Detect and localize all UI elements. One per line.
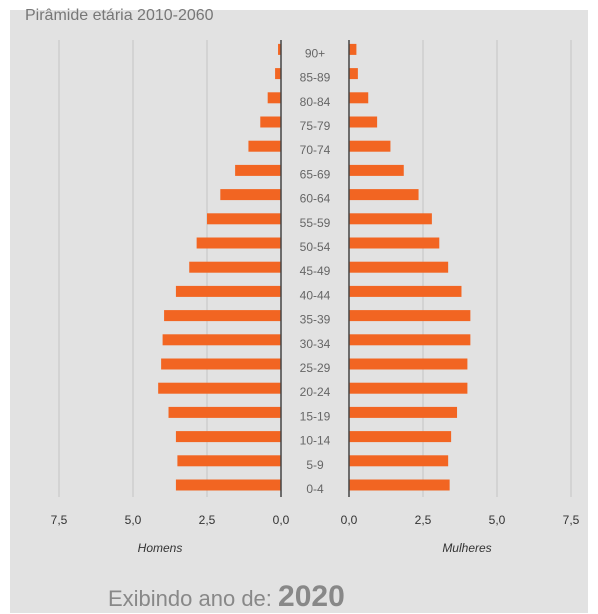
- side-label-homens: Homens: [138, 541, 183, 555]
- age-label-55-59: 55-59: [300, 216, 331, 230]
- age-label-30-34: 30-34: [300, 337, 331, 351]
- bar-homens-85-89: [275, 68, 281, 80]
- bar-mulheres-80-84: [349, 92, 369, 104]
- bar-mulheres-20-24: [349, 382, 468, 394]
- age-label-15-19: 15-19: [300, 409, 331, 423]
- tick-label-right-1: 2,5: [415, 513, 432, 527]
- age-label-80-84: 80-84: [300, 95, 331, 109]
- bar-mulheres-55-59: [349, 213, 432, 225]
- tick-label-right-2: 5,0: [489, 513, 506, 527]
- tick-label-left-3: 0,0: [273, 513, 290, 527]
- year-value: 2020: [278, 580, 345, 613]
- bar-mulheres-0-4: [349, 479, 450, 491]
- bar-homens-40-44: [175, 285, 281, 297]
- bar-homens-50-54: [196, 237, 281, 249]
- bar-homens-15-19: [168, 406, 281, 418]
- age-label-25-29: 25-29: [300, 361, 331, 375]
- age-label-85-89: 85-89: [300, 71, 331, 85]
- age-label-20-24: 20-24: [300, 385, 331, 399]
- bar-mulheres-75-79: [349, 116, 378, 128]
- tick-label-left-1: 5,0: [125, 513, 142, 527]
- bar-homens-60-64: [220, 189, 281, 201]
- bar-mulheres-60-64: [349, 189, 419, 201]
- side-label-mulheres: Mulheres: [442, 541, 491, 555]
- bar-mulheres-85-89: [349, 68, 358, 80]
- bar-mulheres-45-49: [349, 261, 449, 273]
- age-label-70-74: 70-74: [300, 143, 331, 157]
- bar-mulheres-10-14: [349, 431, 452, 443]
- chart-panel: [10, 10, 588, 613]
- tick-label-right-3: 7,5: [563, 513, 580, 527]
- bar-homens-30-34: [162, 334, 281, 346]
- bar-mulheres-70-74: [349, 140, 391, 152]
- bar-mulheres-35-39: [349, 310, 471, 322]
- bar-homens-25-29: [161, 358, 281, 370]
- bar-homens-20-24: [158, 382, 281, 394]
- age-label-5-9: 5-9: [306, 458, 324, 472]
- year-label: Exibindo ano de:: [108, 586, 272, 611]
- bar-homens-0-4: [175, 479, 281, 491]
- bar-mulheres-5-9: [349, 455, 449, 467]
- bar-mulheres-40-44: [349, 285, 462, 297]
- bar-homens-90+: [278, 43, 281, 55]
- bar-mulheres-50-54: [349, 237, 440, 249]
- tick-label-right-0: 0,0: [341, 513, 358, 527]
- page-title: Pirâmide etária 2010-2060: [25, 7, 214, 24]
- age-label-0-4: 0-4: [306, 482, 324, 496]
- bar-mulheres-90+: [349, 43, 357, 55]
- age-label-10-14: 10-14: [300, 434, 331, 448]
- bar-homens-75-79: [260, 116, 281, 128]
- tick-label-left-2: 2,5: [199, 513, 216, 527]
- bar-mulheres-30-34: [349, 334, 471, 346]
- age-label-45-49: 45-49: [300, 264, 331, 278]
- age-label-35-39: 35-39: [300, 313, 331, 327]
- bar-homens-45-49: [189, 261, 281, 273]
- bar-homens-55-59: [207, 213, 281, 225]
- bar-homens-65-69: [235, 164, 281, 176]
- bar-homens-80-84: [267, 92, 281, 104]
- age-label-50-54: 50-54: [300, 240, 331, 254]
- age-label-75-79: 75-79: [300, 119, 331, 133]
- bar-homens-70-74: [248, 140, 281, 152]
- tick-label-left-0: 7,5: [51, 513, 68, 527]
- age-label-90+: 90+: [305, 46, 325, 60]
- age-label-40-44: 40-44: [300, 288, 331, 302]
- bar-mulheres-15-19: [349, 406, 458, 418]
- age-label-65-69: 65-69: [300, 167, 331, 181]
- age-label-60-64: 60-64: [300, 192, 331, 206]
- bar-mulheres-65-69: [349, 164, 404, 176]
- bar-mulheres-25-29: [349, 358, 468, 370]
- bar-homens-5-9: [177, 455, 281, 467]
- bar-homens-10-14: [175, 431, 281, 443]
- bar-homens-35-39: [164, 310, 281, 322]
- year-display: Exibindo ano de: 2020: [108, 580, 345, 614]
